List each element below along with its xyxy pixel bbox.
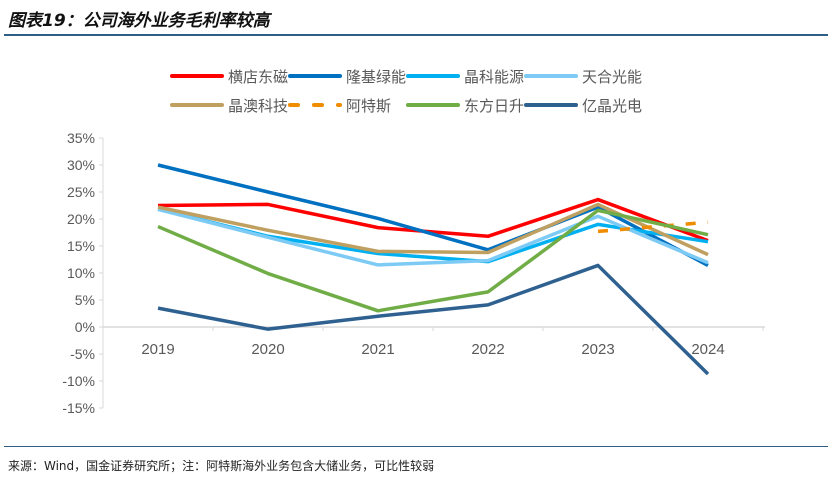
y-tick-label: -5% [70,346,95,362]
y-tick-label: 30% [67,157,95,173]
legend-label: 隆基绿能 [346,68,406,86]
legend-label: 横店东磁 [228,68,288,86]
x-tick-label: 2019 [141,341,174,358]
y-tick-label: 0% [75,319,95,335]
y-tick-label: 35% [67,130,95,146]
series-line [157,208,709,313]
legend-label: 阿特斯 [346,97,391,115]
y-tick-label: 10% [67,265,95,281]
y-tick-label: -10% [62,373,95,389]
series-line [157,197,709,243]
legend-label: 天合光能 [582,68,642,86]
series-line [157,207,709,267]
legend-label: 晶澳科技 [228,97,288,115]
source-note: 来源：Wind，国金证券研究所；注：阿特斯海外业务包含大储业务，可比性较弱 [8,459,435,473]
y-tick-label: 15% [67,238,95,254]
series-line [157,263,710,376]
series-line [597,220,709,234]
y-tick-label: -15% [62,400,95,416]
x-tick-label: 2023 [581,341,614,358]
y-tick-label: 5% [75,292,95,308]
title-divider [4,34,828,36]
y-tick-label: 20% [67,211,95,227]
series-line [157,163,709,267]
y-tick-label: 25% [67,184,95,200]
legend-label: 晶科能源 [464,68,524,86]
x-tick-label: 2022 [471,341,504,358]
legend-label: 亿晶光电 [582,97,642,115]
legend-label: 东方日升 [464,97,524,115]
x-tick-label: 2020 [251,341,284,358]
footer-divider [4,446,828,447]
x-tick-label: 2024 [691,341,724,358]
chart-title: 图表19：公司海外业务毛利率较高 [8,11,270,31]
x-tick-label: 2021 [361,341,394,358]
